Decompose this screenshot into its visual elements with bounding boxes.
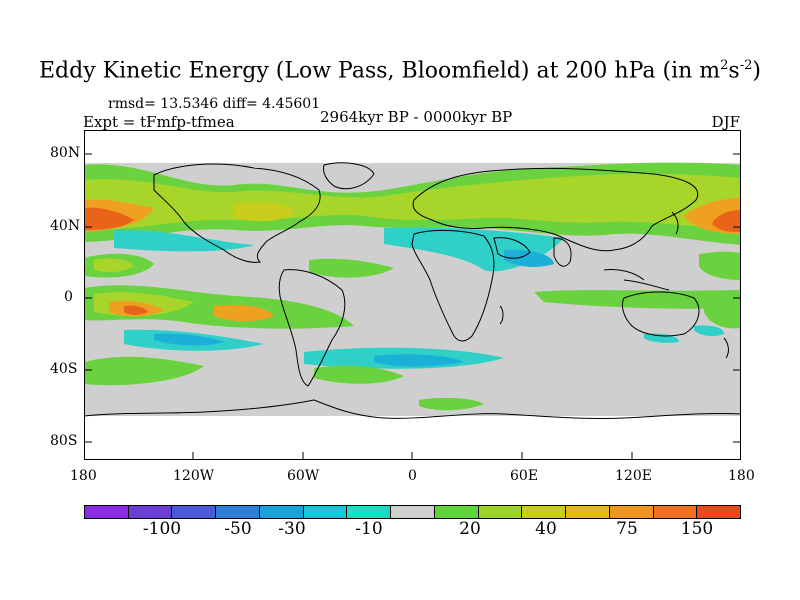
- map-panel: [84, 130, 741, 460]
- y-tick-40S: 40S: [50, 361, 78, 377]
- colorbar-label: 20: [459, 519, 481, 539]
- south-ocean-band: [84, 356, 204, 386]
- coastlines: [84, 162, 741, 420]
- colorbar-swatch-12: [609, 506, 654, 518]
- colorbar-label: 150: [680, 519, 714, 539]
- colorbar-label: 40: [535, 519, 557, 539]
- colorbar-swatch-8: [434, 506, 479, 518]
- colorbar-swatch-2: [172, 506, 217, 518]
- axis-ticks: [84, 153, 741, 460]
- colorbar: [84, 505, 741, 519]
- x-tick-120E: 120E: [615, 468, 652, 484]
- period-label: 2964kyr BP - 0000kyr BP: [320, 108, 513, 126]
- x-tick-60W: 60W: [287, 468, 320, 484]
- tropical-atlantic: [309, 258, 394, 278]
- colorbar-swatch-13: [653, 506, 698, 518]
- x-tick-0: 0: [408, 468, 417, 484]
- x-tick-180e: 180: [728, 468, 755, 484]
- colorbar-label: -50: [224, 519, 252, 539]
- x-tick-60E: 60E: [510, 468, 539, 484]
- colorbar-swatch-4: [259, 506, 304, 518]
- y-tick-80N: 80N: [50, 145, 81, 161]
- y-tick-0: 0: [64, 289, 73, 305]
- north-atlantic-max: [234, 202, 294, 222]
- colorbar-label: 75: [616, 519, 638, 539]
- neg-core-arabia: [504, 249, 554, 267]
- experiment-label: Expt = tFmfp-tfmea: [83, 113, 235, 131]
- colorbar-label: -30: [278, 519, 306, 539]
- season-label: DJF: [711, 113, 740, 131]
- stats-label: rmsd= 13.5346 diff= 4.45601: [108, 96, 321, 112]
- colorbar-swatch-9: [478, 506, 523, 518]
- ekE-map: [84, 130, 741, 460]
- colorbar-swatch-10: [522, 506, 567, 518]
- colorbar-swatch-5: [303, 506, 348, 518]
- plot-title: Eddy Kinetic Energy (Low Pass, Bloomfiel…: [39, 58, 761, 84]
- y-tick-40N: 40N: [50, 218, 81, 234]
- y-tick-80S: 80S: [50, 433, 78, 449]
- colorbar-label: -10: [355, 519, 383, 539]
- colorbar-swatch-7: [391, 506, 435, 518]
- colorbar-swatch-3: [216, 506, 260, 518]
- colorbar-swatch-11: [566, 506, 610, 518]
- colorbar-swatch-6: [347, 506, 392, 518]
- map-frame: [84, 130, 741, 460]
- x-tick-180w: 180: [70, 468, 97, 484]
- colorbar-label: -100: [142, 519, 182, 539]
- north-pacific-peak-west: [84, 207, 134, 230]
- south-indian-band: [534, 290, 741, 309]
- colorbar-swatch-1: [128, 506, 173, 518]
- neg-band-pacific: [114, 229, 254, 252]
- x-tick-120W: 120W: [173, 468, 215, 484]
- colorbar-swatch-0: [85, 506, 129, 518]
- colorbar-swatch-14: [697, 506, 741, 518]
